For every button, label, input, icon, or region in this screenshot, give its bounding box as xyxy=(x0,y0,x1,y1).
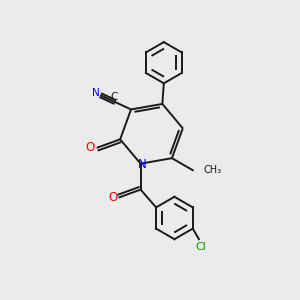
Text: C: C xyxy=(110,92,118,102)
Text: Cl: Cl xyxy=(195,242,206,251)
Text: CH₃: CH₃ xyxy=(204,165,222,175)
Text: N: N xyxy=(92,88,100,98)
Text: O: O xyxy=(108,190,117,204)
Text: O: O xyxy=(85,141,95,154)
Text: N: N xyxy=(138,158,146,171)
